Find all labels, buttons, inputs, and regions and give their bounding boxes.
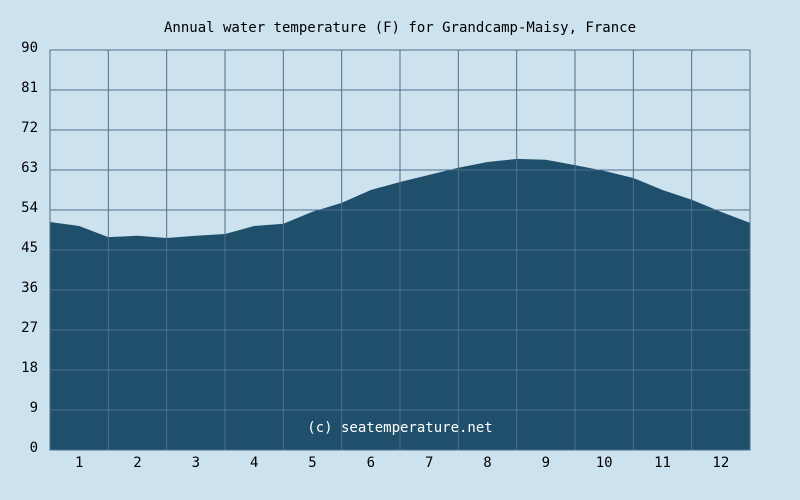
x-tick-label: 2 (133, 455, 141, 471)
x-tick-label: 11 (654, 455, 671, 471)
chart-title: Annual water temperature (F) for Grandca… (164, 20, 636, 36)
x-tick-label: 12 (712, 455, 729, 471)
x-tick-label: 9 (542, 455, 550, 471)
x-tick-label: 1 (75, 455, 83, 471)
y-tick-label: 36 (21, 280, 38, 296)
x-tick-label: 3 (192, 455, 200, 471)
y-tick-label: 27 (21, 320, 38, 336)
y-tick-label: 45 (21, 240, 38, 256)
watermark: (c) seatemperature.net (307, 420, 492, 436)
plot-frame (49, 49, 751, 451)
y-tick-label: 81 (21, 80, 38, 96)
y-tick-label: 18 (21, 360, 38, 376)
x-tick-label: 6 (367, 455, 375, 471)
y-tick-label: 54 (21, 200, 38, 216)
x-tick-label: 10 (596, 455, 613, 471)
y-tick-label: 0 (30, 440, 38, 456)
y-tick-label: 90 (21, 40, 38, 56)
x-tick-label: 4 (250, 455, 258, 471)
y-tick-label: 63 (21, 160, 38, 176)
x-tick-label: 8 (483, 455, 491, 471)
y-tick-label: 9 (30, 400, 38, 416)
y-tick-label: 72 (21, 120, 38, 136)
x-tick-label: 5 (308, 455, 316, 471)
x-tick-label: 7 (425, 455, 433, 471)
